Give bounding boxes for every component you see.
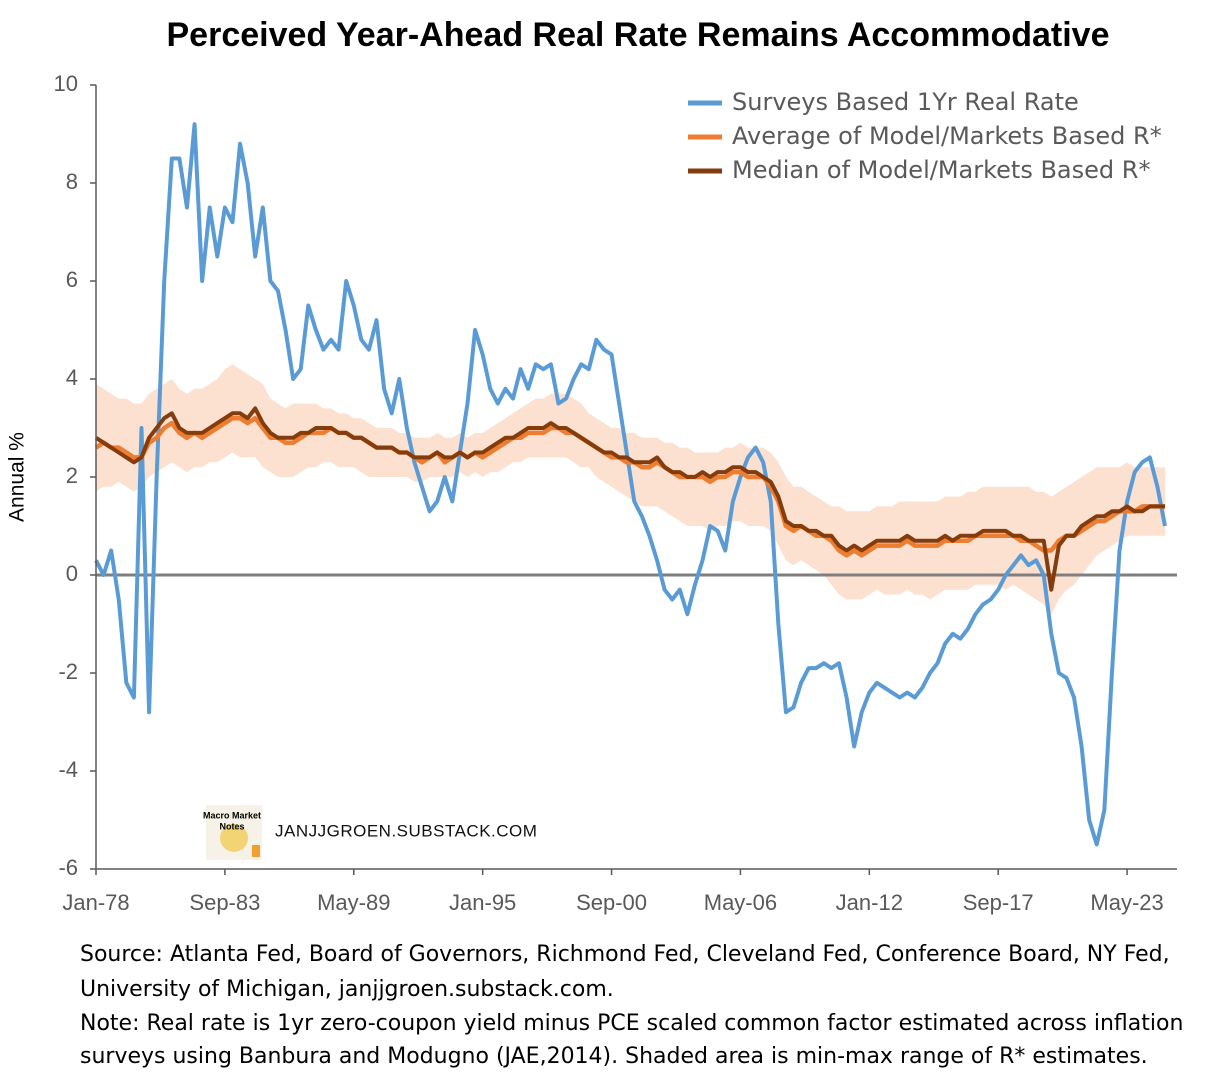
x-tick-label: Sep-83 [189,890,260,915]
watermark: JANJJGROEN.SUBSTACK.COM [275,821,537,840]
y-tick-label: 0 [66,561,78,586]
x-tick-label: Jan-78 [62,890,129,915]
note-line: surveys using Banbura and Modugno (JAE,2… [80,1044,1148,1069]
y-tick-label: 2 [66,463,78,488]
x-tick-label: May-06 [704,890,777,915]
legend-label: Average of Model/Markets Based R* [732,122,1162,150]
logo-text: Notes [219,821,244,831]
note-line: Source: Atlanta Fed, Board of Governors,… [80,942,1170,967]
y-tick-label: 10 [54,71,78,96]
note-line: University of Michigan, janjjgroen.subst… [80,977,614,1002]
series-line [94,406,1165,592]
x-tick-label: Jan-12 [836,890,903,915]
y-tick-label: -4 [58,757,78,782]
chart-title: Perceived Year-Ahead Real Rate Remains A… [167,16,1110,54]
plot-area [94,122,1177,847]
series-line [94,415,1165,558]
x-tick-label: May-89 [317,890,390,915]
x-tick-label: Sep-00 [576,890,647,915]
legend-label: Median of Model/Markets Based R* [732,156,1150,184]
logo-bar [252,845,260,857]
y-axis-label: Annual % [6,432,29,522]
y-tick-label: -6 [58,855,78,880]
logo-sun [220,824,248,852]
y-tick-label: 6 [66,267,78,292]
legend-label: Surveys Based 1Yr Real Rate [732,88,1079,116]
note-line: Note: Real rate is 1yr zero-coupon yield… [80,1011,1183,1036]
logo: Macro Market Notes [203,805,262,860]
y-tick-label: 8 [66,169,78,194]
x-tick-label: May-23 [1090,890,1163,915]
x-tick-label: Jan-95 [449,890,516,915]
x-tick-label: Sep-17 [963,890,1034,915]
y-tick-label: 4 [66,365,78,390]
series-line [94,122,1167,847]
logo-text: Macro Market [203,810,261,820]
y-tick-label: -2 [58,659,78,684]
